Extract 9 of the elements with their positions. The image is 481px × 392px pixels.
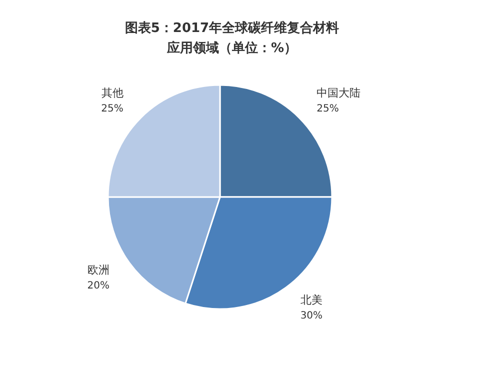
slice-label: 其他	[101, 86, 124, 100]
slice-label: 中国大陆	[316, 86, 361, 100]
data-label: 30%	[300, 310, 323, 322]
slice-label: 欧洲	[87, 263, 110, 276]
data-label: 20%	[87, 280, 110, 292]
data-label: 25%	[101, 103, 124, 114]
data-label: 25%	[316, 103, 339, 114]
slice-label: 北美	[300, 294, 322, 307]
chart-title: 图表5：2017年全球碳纤维复合材料应用领域（单位：%）	[124, 20, 340, 56]
